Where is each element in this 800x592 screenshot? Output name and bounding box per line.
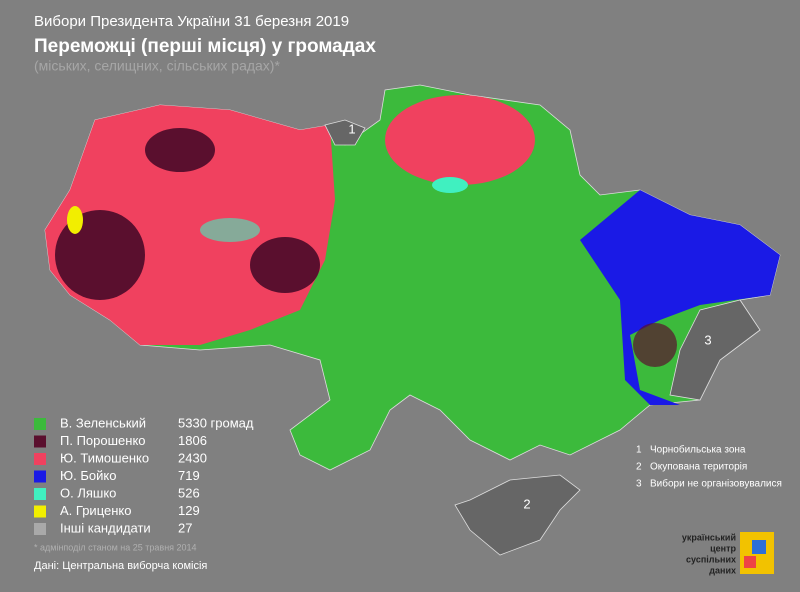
logo-text: український <box>682 532 736 542</box>
legend-swatch <box>34 470 46 483</box>
legend-swatch <box>34 488 46 500</box>
legend-label: А. Гриценко <box>60 503 131 518</box>
chornobyl-zone <box>324 119 366 146</box>
region-patch <box>432 177 468 193</box>
map-marker: 1 <box>348 121 355 136</box>
east-region <box>580 190 780 405</box>
title-line: Вибори Президента України 31 березня 201… <box>34 13 349 30</box>
title: Переможці (перші місця) у громадах <box>34 36 376 57</box>
note-text: Чорнобильська зона <box>650 444 746 456</box>
region-patch <box>250 237 320 293</box>
legend-swatch <box>34 435 46 448</box>
legend-count: 719 <box>178 468 200 483</box>
footnote: * адмінподіл станом на 25 травня 2014 <box>34 542 197 552</box>
legend-swatch <box>34 505 46 518</box>
legend: В. Зеленський 5330 громад П. Порошенко 1806… <box>34 415 254 535</box>
logo-mark <box>744 556 756 568</box>
note-marker: 3 <box>636 479 642 490</box>
map-marker: 2 <box>523 496 530 511</box>
notes: 1 Чорнобильська зона 2 Окупована територія 3… <box>636 444 782 490</box>
occupied-crimea <box>454 474 581 556</box>
map-marker: 3 <box>704 332 711 347</box>
note-marker: 2 <box>636 462 642 473</box>
legend-count: 2430 <box>178 450 207 465</box>
region-patch <box>385 95 535 185</box>
legend-count: 5330 громад <box>178 415 254 430</box>
map-shapes: 1 2 3 <box>44 84 781 556</box>
note-marker: 1 <box>636 445 642 456</box>
legend-label: П. Порошенко <box>60 433 146 448</box>
legend-swatch <box>34 523 46 535</box>
legend-label: Ю. Бойко <box>60 468 116 483</box>
region-patch <box>145 128 215 172</box>
note-text: Окупована територія <box>650 462 747 473</box>
legend-count: 526 <box>178 485 200 500</box>
legend-label: О. Ляшко <box>60 485 116 500</box>
legend-label: Ю. Тимошенко <box>60 450 149 465</box>
logo-text: суспільних <box>686 554 736 564</box>
legend-count: 1806 <box>178 433 207 448</box>
legend-label: Інші кандидати <box>60 520 151 535</box>
legend-swatch <box>34 418 46 430</box>
logo-text: даних <box>709 565 736 575</box>
source: Дані: Центральна виборча комісія <box>34 560 207 572</box>
legend-swatch <box>34 453 46 465</box>
region-patch <box>67 206 83 234</box>
note-text: Вибори не організовувалися <box>650 478 782 490</box>
logo-text: центр <box>710 543 736 553</box>
occupied-east <box>669 299 761 401</box>
region-patch <box>633 323 677 367</box>
logo-mark <box>752 540 766 554</box>
logo: український центр суспільних даних <box>682 532 774 575</box>
legend-label: В. Зеленський <box>60 415 146 430</box>
legend-count: 27 <box>178 520 192 535</box>
legend-count: 129 <box>178 503 200 518</box>
subtitle: (міських, селищних, сільських радах)* <box>34 58 280 74</box>
region-patch <box>200 218 260 242</box>
